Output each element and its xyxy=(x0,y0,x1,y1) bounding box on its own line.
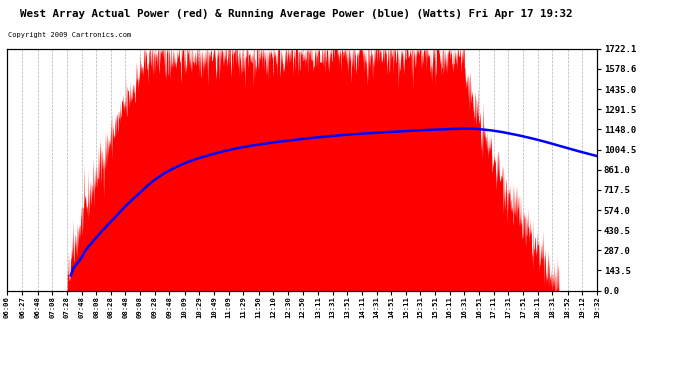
Text: Copyright 2009 Cartronics.com: Copyright 2009 Cartronics.com xyxy=(8,32,132,38)
Text: West Array Actual Power (red) & Running Average Power (blue) (Watts) Fri Apr 17 : West Array Actual Power (red) & Running … xyxy=(21,9,573,20)
